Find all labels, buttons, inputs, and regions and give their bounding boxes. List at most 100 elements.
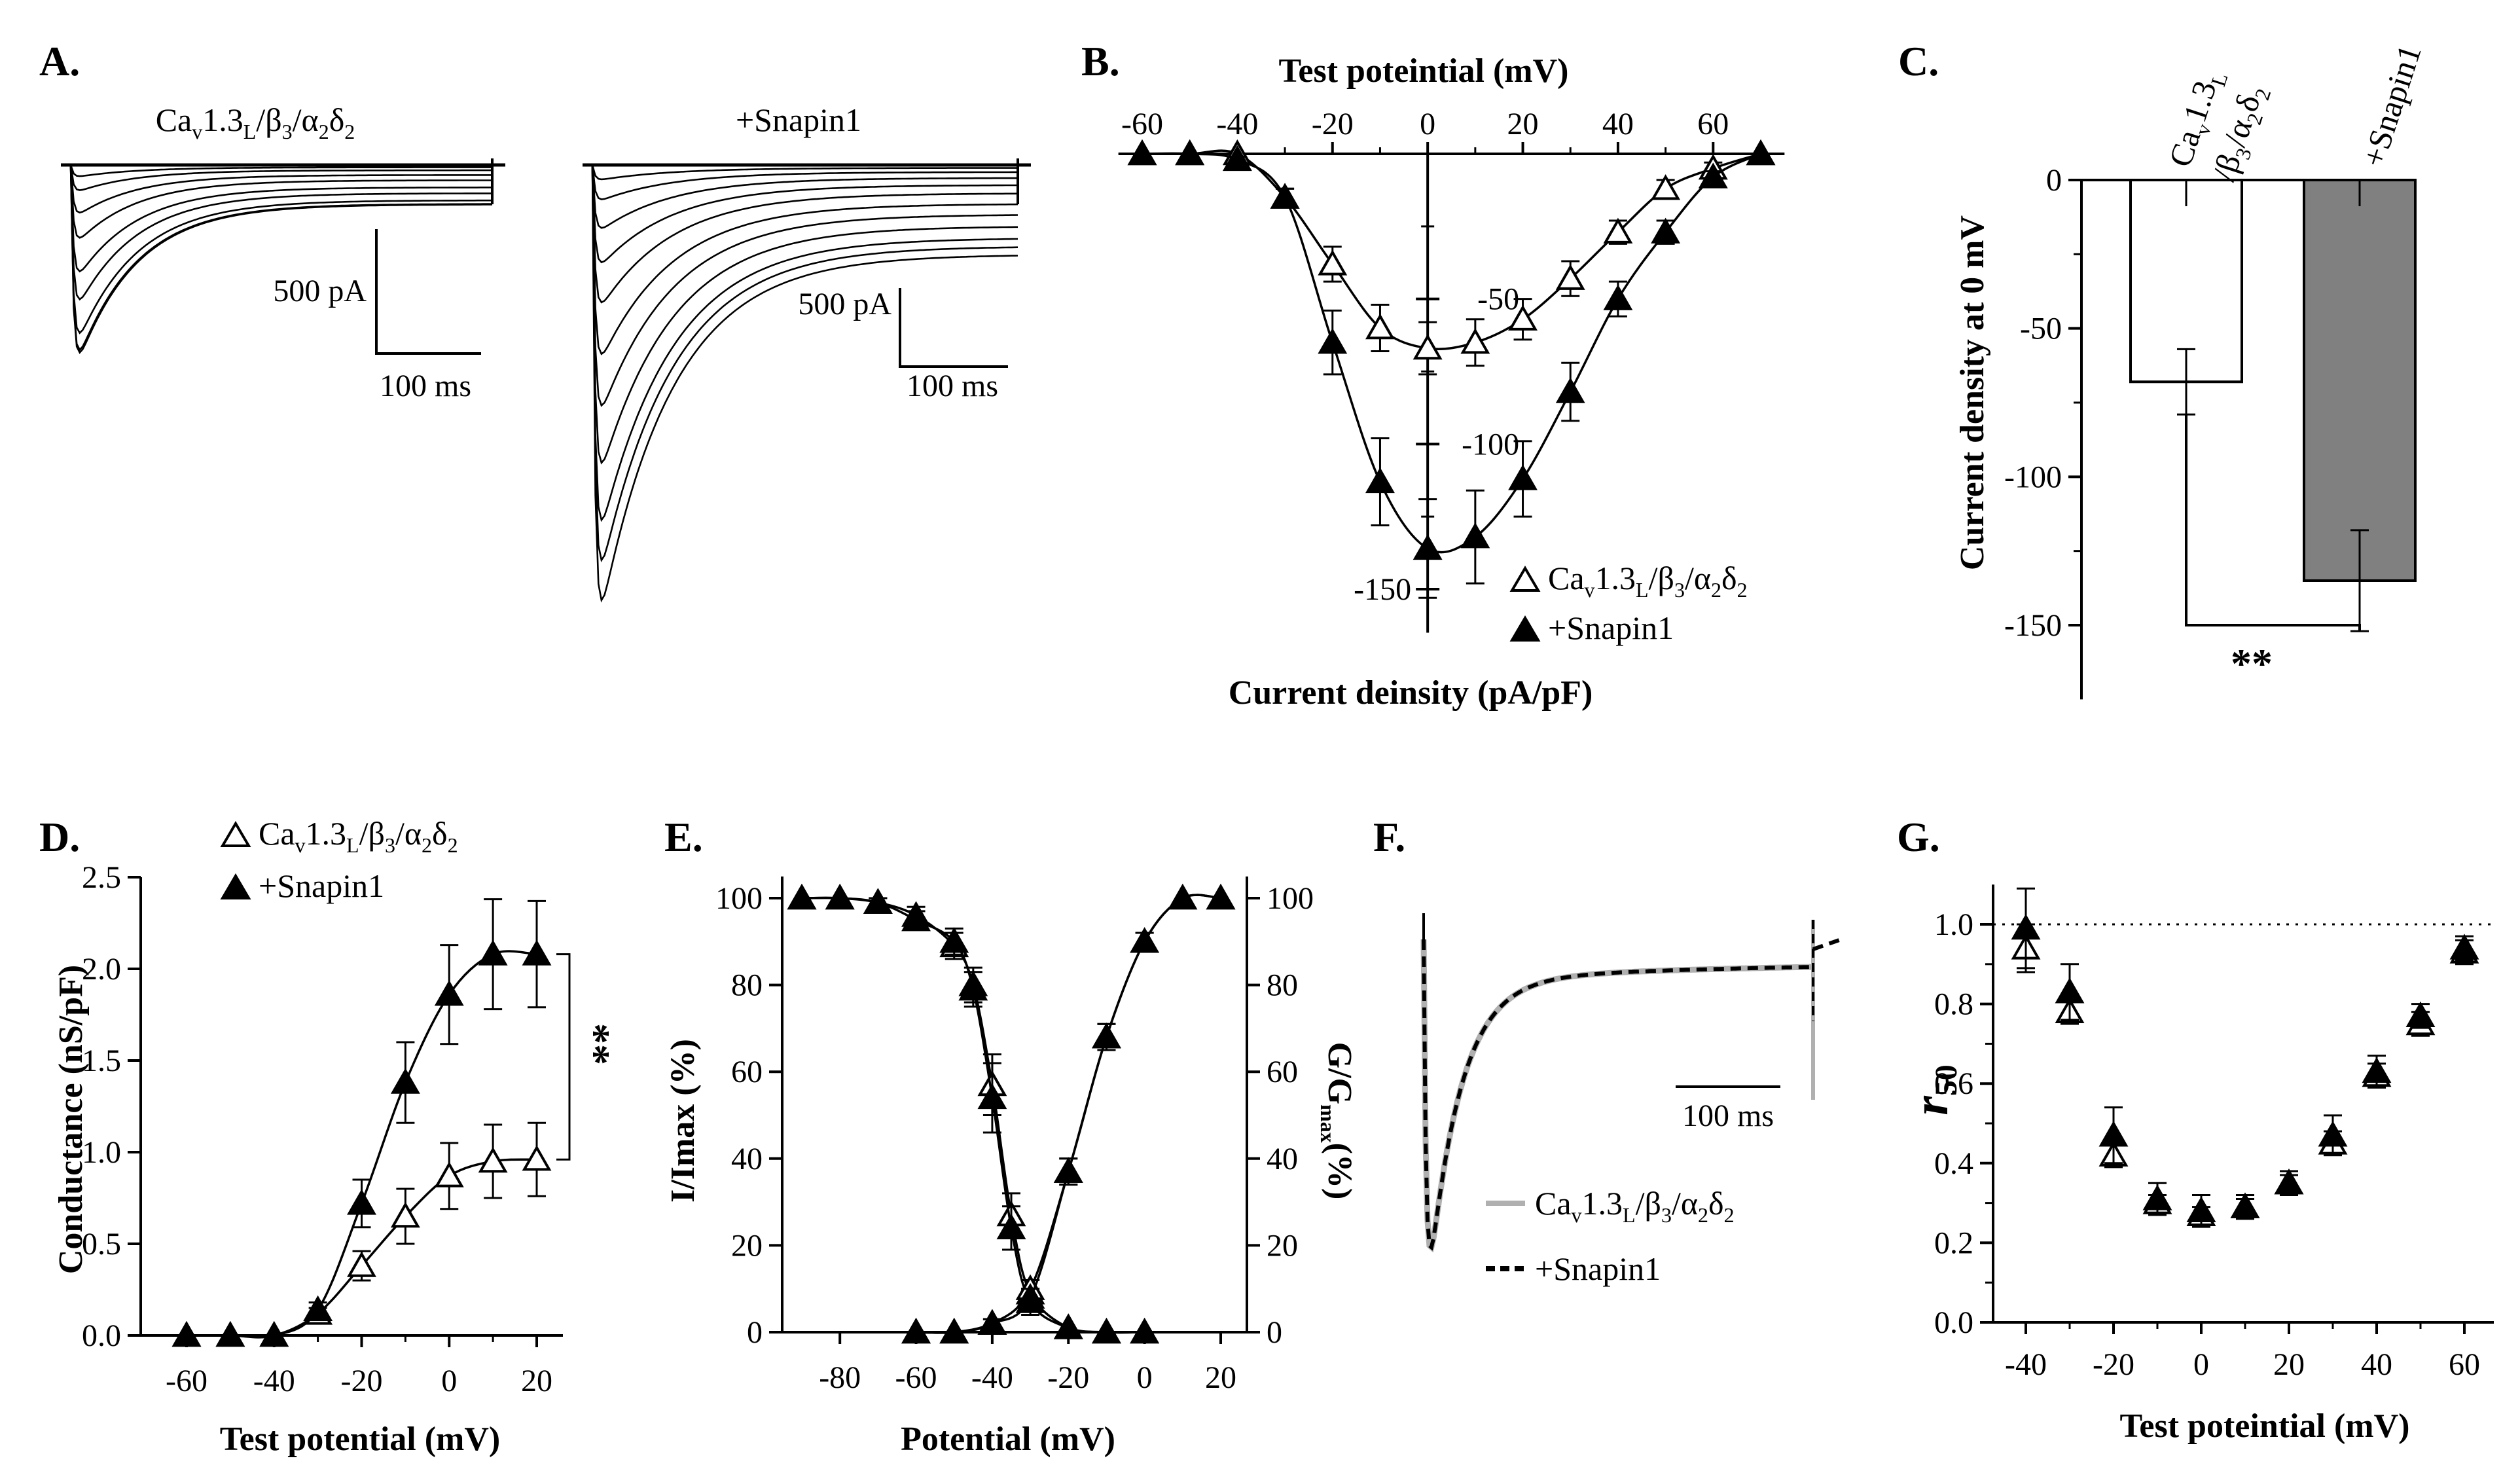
panel-e-ytick-label-left: 20 [731, 1228, 763, 1263]
panel-label-a: A. [39, 38, 80, 84]
panel-a-snapin-traces [583, 158, 1031, 603]
panel-g-xtick-label: 40 [2361, 1347, 2392, 1382]
panel-a-scale-current-control: 500 pA [273, 274, 367, 308]
panel-e-point [1130, 1317, 1160, 1344]
panel-d-ytick-label: 0.5 [82, 1227, 121, 1261]
panel-d-legend-open-triangle [220, 821, 251, 847]
panel-d-significance-bracket [556, 953, 571, 1161]
panel-a-snapin-trace [591, 164, 1018, 181]
panel-d-xtick-label: -20 [341, 1364, 383, 1398]
panel-e-series-line [916, 894, 1221, 1334]
panel-d-ylabel: Conductance (nS/pF) [52, 965, 90, 1274]
panel-c-ytick-label: -150 [2004, 608, 2062, 643]
panel-d-point [434, 980, 464, 1006]
panel-g-r50: -40 -20 0 20 40 60 0.0 0.2 0.4 0.6 0.8 1.0 [1934, 884, 2494, 1382]
panel-b-point [1222, 145, 1252, 172]
panel-e-ytick-label-right: 40 [1267, 1142, 1298, 1176]
panel-b-point [1603, 284, 1633, 310]
panel-e-series-line [801, 896, 1145, 1334]
panel-b-ytick-label: -150 [1354, 572, 1411, 607]
panel-b-point [1318, 328, 1348, 354]
panel-b-xtick-label: -40 [1216, 107, 1258, 141]
panel-b-point [1127, 139, 1157, 166]
panel-e-xtick-label: 0 [1137, 1360, 1153, 1395]
panel-a-title-control: Cav1.3L/β3/α2δ2 [156, 101, 355, 143]
panel-d-ytick-label: 2.5 [82, 860, 121, 895]
panel-e-xtick-label: -60 [895, 1360, 937, 1395]
panel-c-category-snapin: +Snapin1 [2354, 40, 2428, 171]
panel-e-point [1053, 1313, 1083, 1339]
panel-c-ytick-label: -50 [2020, 312, 2062, 346]
panel-e-point [825, 883, 855, 910]
panel-g-ytick-label: 0.4 [1934, 1146, 1973, 1181]
panel-d-legend: Cav1.3L/β3/α2δ2 +Snapin1 [220, 815, 458, 904]
panel-e-ytick-label-left: 0 [747, 1315, 763, 1350]
panel-d-ytick-label: 1.5 [82, 1043, 121, 1078]
panel-g-xtick-label: -40 [2005, 1347, 2047, 1382]
panel-label-b: B. [1081, 38, 1120, 84]
panel-b-point [1555, 377, 1585, 403]
panel-b-point [1413, 534, 1443, 560]
panel-d-legend-control: Cav1.3L/β3/α2δ2 [259, 815, 458, 857]
panel-f-trace-snapin [1422, 939, 1814, 1251]
panel-b-point [1460, 522, 1490, 549]
panel-e-point [1168, 883, 1198, 910]
panel-b-xtick-label: 0 [1420, 107, 1435, 141]
panel-e-point [1053, 1157, 1083, 1183]
panel-g-xlabel: Test poteintial (mV) [2120, 1407, 2410, 1445]
panel-d-point [259, 1320, 289, 1347]
panel-f-legend-control: Cav1.3L/β3/α2δ2 [1535, 1185, 1735, 1227]
panel-b-legend-filled-triangle [1509, 615, 1541, 642]
panel-c-category-control: Cav1.3L/β3/α2δ2 [2161, 64, 2276, 187]
panel-d-significance: ** [572, 1023, 619, 1065]
panel-d-legend-snapin: +Snapin1 [259, 867, 384, 904]
panel-e-ylabel-right: G/Gmax(%) [1316, 1042, 1358, 1200]
panel-g-point [2230, 1192, 2260, 1218]
panel-e-xtick-label: -40 [971, 1360, 1013, 1395]
panel-a-scale-current-snapin: 500 pA [798, 287, 891, 321]
panel-b-iv-curve: -60 -40 -20 0 20 40 60 -50 -100 -150 [1118, 107, 1785, 633]
panel-b-point [1270, 183, 1300, 209]
panel-e-xtick-label: 20 [1205, 1360, 1236, 1395]
panel-e-point [977, 1083, 1007, 1110]
panel-b-point [1651, 217, 1681, 244]
panel-b-point [1365, 313, 1395, 340]
panel-b-point [1651, 174, 1681, 200]
panel-d-point [434, 1161, 464, 1188]
panel-g-xtick-label: 0 [2193, 1347, 2209, 1382]
panel-a-traces: Cav1.3L/β3/α2δ2 +Snapin1 500 pA 100 ms 5… [61, 101, 1031, 603]
panel-b-xlabel: Test poteintial (mV) [1279, 52, 1569, 90]
panel-label-g: G. [1897, 814, 1940, 860]
panel-b-xtick-label: -20 [1312, 107, 1354, 141]
panel-e-ytick-label-left: 80 [731, 968, 763, 1003]
panel-g-ytick-label: 0.8 [1934, 987, 1973, 1022]
panel-a-scalebar-control [375, 229, 481, 355]
panel-d-series-line [187, 950, 537, 1339]
panel-d-ytick-label: 2.0 [82, 952, 121, 987]
panel-d-point [522, 939, 552, 966]
panel-b-point [1555, 264, 1585, 290]
panel-g-point [2098, 1121, 2129, 1147]
panel-e-point [787, 883, 817, 910]
panel-b-xtick-label: 20 [1507, 107, 1539, 141]
panel-a-scale-time-control: 100 ms [380, 369, 471, 403]
panel-e-xlabel: Potential (mV) [901, 1421, 1115, 1458]
panel-g-ytick-label: 1.0 [1934, 907, 1973, 942]
panel-a-title-snapin: +Snapin1 [736, 101, 861, 138]
panel-e-point [1092, 1317, 1121, 1344]
panel-a-control-trace [69, 164, 492, 177]
panel-c-ylabel: Current density at 0 mV [1954, 215, 1991, 570]
panel-e-point [901, 1317, 931, 1344]
panel-d-xtick-label: 0 [441, 1364, 457, 1398]
panel-d-point [347, 1251, 376, 1277]
panel-a-snapin-trace [591, 164, 1018, 304]
panel-b-point [1698, 162, 1728, 189]
panel-a-scale-time-snapin: 100 ms [907, 369, 998, 403]
panel-g-xtick-label: -20 [2093, 1347, 2134, 1382]
panel-g-ytick-label: 0.6 [1934, 1066, 1973, 1101]
panel-b-point [1413, 333, 1443, 360]
panel-e-point [901, 905, 931, 932]
panel-g-point [2011, 913, 2041, 940]
panel-e-ytick-label-right: 60 [1267, 1055, 1298, 1089]
